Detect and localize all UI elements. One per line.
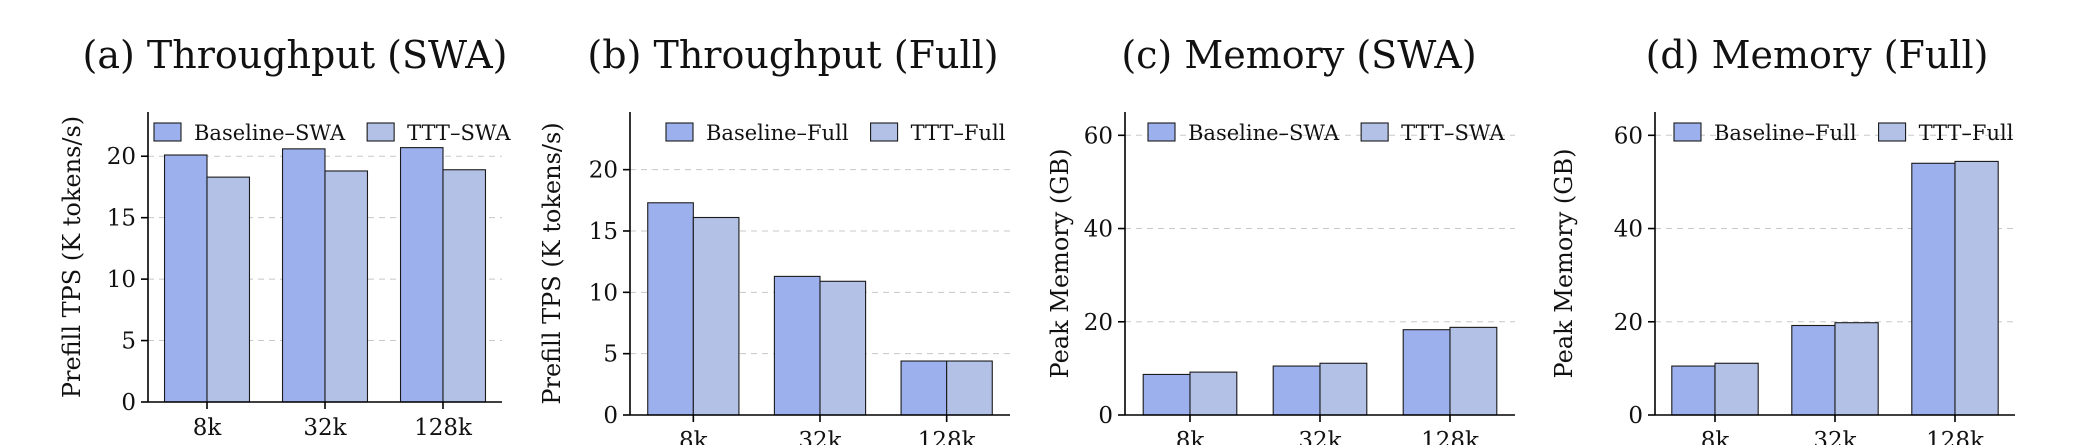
y-axis-label: Prefill TPS (K tokens/s) [538, 122, 566, 404]
x-tick-label: 128k [414, 415, 473, 441]
legend-swatch-baseline [1147, 122, 1176, 142]
panel-b: (b) Throughput (Full) 0 5 10 15 20 8k 32k 128k Pr… [538, 33, 1010, 445]
x-tick-label: 8k [1701, 428, 1731, 445]
y-tick-label: 20 [1614, 310, 1643, 336]
y-tick-label: 15 [589, 219, 618, 245]
legend-swatch-ttt [366, 122, 395, 142]
x-tick-label: 32k [303, 415, 347, 441]
x-tick-label: 32k [1813, 428, 1857, 445]
bar-ttt-8k [206, 176, 251, 403]
y-tick-label: 20 [1084, 310, 1113, 336]
bar-ttt-8k [1714, 362, 1759, 416]
y-tick-label: 40 [1084, 217, 1113, 243]
chart-title: (b) Throughput (Full) [587, 33, 998, 77]
legend-label: TTT–SWA [407, 121, 511, 145]
y-tick-label: 0 [1628, 403, 1643, 429]
bar-baseline-32k [1791, 324, 1836, 416]
bar-ttt-128k [946, 360, 993, 416]
bar-baseline-8k [1142, 373, 1191, 416]
legend-swatch-ttt [870, 122, 899, 142]
chart-title: (a) Throughput (SWA) [83, 33, 508, 77]
x-tick-label: 128k [918, 428, 977, 445]
bar-ttt-32k [1319, 362, 1368, 416]
y-tick-label: 0 [121, 390, 136, 416]
bar-baseline-32k [1272, 365, 1321, 416]
x-tick-label: 32k [1298, 428, 1342, 445]
y-tick-label: 10 [589, 280, 618, 306]
chart-title: (d) Memory (Full) [1646, 33, 1989, 77]
y-tick-label: 60 [1084, 123, 1113, 149]
y-tick-label: 10 [107, 267, 136, 293]
bar-baseline-32k [773, 275, 821, 416]
legend-swatch-baseline [665, 122, 694, 142]
legend-label: TTT–Full [1919, 121, 2014, 145]
legend-label: Baseline–SWA [1188, 121, 1340, 145]
panel-d: (d) Memory (Full) 0 20 40 60 8k 32k 128k Peak Me… [1550, 33, 2015, 445]
bar-baseline-8k [163, 154, 208, 403]
y-tick-label: 0 [1098, 403, 1113, 429]
y-axis-label: Prefill TPS (K tokens/s) [58, 116, 86, 398]
y-tick-label: 40 [1614, 217, 1643, 243]
bar-baseline-128k [900, 360, 948, 416]
legend-swatch-ttt [1360, 122, 1389, 142]
x-tick-label: 8k [193, 415, 223, 441]
bar-baseline-32k [281, 148, 326, 403]
chart-title: (c) Memory (SWA) [1121, 33, 1476, 77]
bar-ttt-128k [442, 169, 487, 403]
y-tick-label: 15 [107, 206, 136, 232]
y-tick-label: 5 [121, 329, 136, 355]
bar-ttt-8k [692, 216, 740, 416]
legend-label: TTT–SWA [1401, 121, 1505, 145]
x-tick-label: 8k [679, 428, 709, 445]
y-axis-label: Peak Memory (GB) [1550, 149, 1578, 379]
y-tick-label: 20 [107, 144, 136, 170]
panel-a: (a) Throughput (SWA) 0 5 10 15 20 8k 32k 128k Pre… [58, 33, 511, 441]
bar-ttt-8k [1189, 371, 1238, 416]
legend-label: Baseline–Full [706, 121, 849, 145]
x-tick-label: 128k [1926, 428, 1985, 445]
bar-baseline-128k [1911, 162, 1956, 416]
bar-baseline-128k [399, 147, 444, 403]
bar-baseline-8k [1671, 365, 1716, 416]
legend-label: Baseline–SWA [194, 121, 346, 145]
x-tick-label: 128k [1421, 428, 1480, 445]
y-axis-label: Peak Memory (GB) [1046, 149, 1074, 379]
y-tick-label: 0 [603, 403, 618, 429]
bar-ttt-32k [819, 280, 867, 416]
bar-baseline-128k [1402, 329, 1451, 416]
bar-ttt-32k [324, 170, 369, 403]
legend-swatch-baseline [153, 122, 182, 142]
legend-swatch-ttt [1878, 122, 1907, 142]
bar-ttt-32k [1834, 322, 1879, 416]
x-tick-label: 32k [798, 428, 842, 445]
panel-c: (c) Memory (SWA) 0 20 40 60 8k 32k 128k Peak Mem… [1046, 33, 1515, 445]
legend-swatch-baseline [1673, 122, 1702, 142]
legend-label: TTT–Full [911, 121, 1006, 145]
bar-ttt-128k [1449, 326, 1498, 416]
y-tick-label: 20 [589, 158, 618, 184]
y-tick-label: 60 [1614, 123, 1643, 149]
bar-baseline-8k [647, 202, 694, 416]
legend-label: Baseline–Full [1714, 121, 1857, 145]
x-tick-label: 8k [1176, 428, 1206, 445]
bar-ttt-128k [1954, 160, 1999, 416]
y-tick-label: 5 [603, 342, 618, 368]
